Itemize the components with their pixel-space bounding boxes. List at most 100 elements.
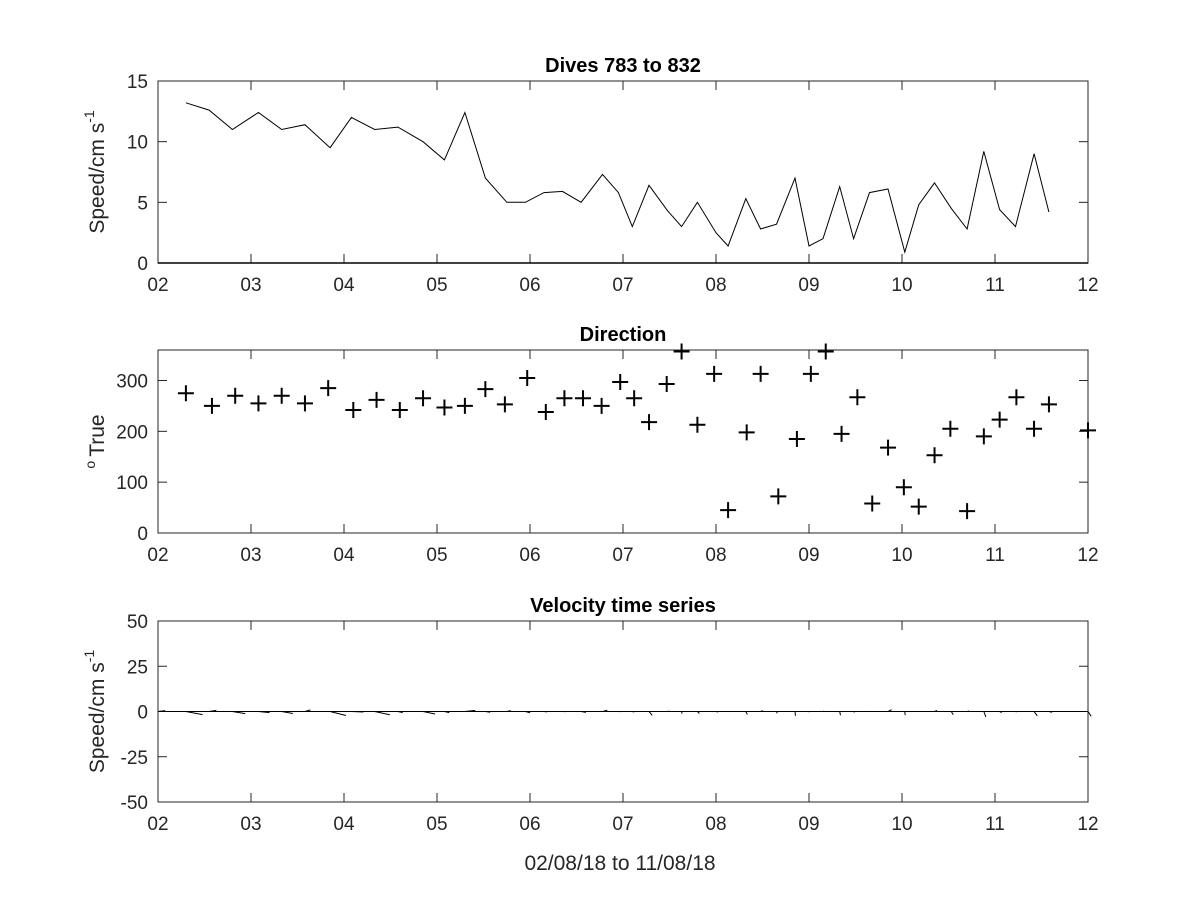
velocity-vector: [632, 711, 635, 713]
direction-plus-marker: [537, 404, 554, 421]
speed-xtick-label: 03: [240, 275, 261, 296]
direction-plus-marker: [612, 374, 629, 391]
velocity-vector: [839, 711, 841, 716]
direction-plus-marker: [658, 376, 675, 393]
velocity-ytick-label: -50: [121, 793, 148, 814]
velocity-vector: [374, 711, 390, 716]
direction-plus-marker: [456, 397, 473, 414]
velocity-xtick-label: 10: [891, 814, 912, 835]
direction-plus-marker: [593, 397, 610, 414]
velocity-vector: [157, 710, 166, 712]
velocity-vector: [506, 710, 511, 712]
velocity-ylabel-sup: -1: [81, 650, 97, 663]
velocity-vector: [648, 711, 653, 716]
velocity-xtick-label: 09: [798, 814, 819, 835]
velocity-xtick-label: 05: [426, 814, 447, 835]
direction-xtick-label: 04: [333, 545, 355, 566]
direction-plus-marker: [203, 397, 220, 414]
direction-axes-box: [157, 349, 1089, 534]
speed-axes-box: [157, 80, 1089, 264]
direction-plus-marker: [1026, 420, 1043, 437]
direction-xtick-label: 05: [426, 545, 447, 566]
direction-plus-marker: [575, 390, 592, 407]
direction-plus-marker: [689, 416, 706, 433]
velocity-vector: [1048, 711, 1053, 713]
speed-xtick-label: 11: [985, 275, 1005, 296]
direction-plus-marker: [864, 495, 881, 512]
velocity-vector: [525, 711, 531, 714]
velocity-vector: [697, 711, 700, 714]
velocity-vector: [232, 711, 246, 715]
direction-plus-marker: [926, 447, 943, 464]
direction-plus-marker: [720, 502, 737, 519]
direction-plus-marker: [436, 399, 453, 416]
direction-ylabel-main: True: [86, 414, 109, 456]
velocity-vector: [444, 711, 450, 714]
velocity-vector: [950, 711, 954, 716]
velocity-xtick-label: 07: [612, 814, 633, 835]
velocity-vector: [887, 709, 892, 712]
velocity-vector: [999, 711, 1002, 714]
velocity-panel: 02 03 04 05 06 07 08 09 10 11 12 -50 -25 0 25 50 Velocit…: [81, 595, 1099, 835]
velocity-vector: [397, 711, 403, 714]
velocity-vector: [422, 711, 436, 715]
direction-ytick-label: 100: [116, 473, 148, 494]
velocity-vector: [485, 711, 491, 713]
speed-xtick-label: 07: [612, 275, 633, 296]
velocity-ylabel: Speed/cm s-1: [81, 650, 109, 774]
direction-plus-marker: [1080, 422, 1096, 439]
velocity-ylabel-main: Speed/cm s: [86, 662, 109, 773]
direction-plus-marker: [959, 503, 976, 520]
velocity-vector: [329, 711, 347, 716]
velocity-ytick-label: 25: [127, 657, 148, 678]
velocity-vector: [966, 710, 970, 712]
velocity-vector: [983, 711, 987, 718]
velocity-vector: [304, 709, 311, 712]
direction-plus-marker: [496, 396, 513, 413]
direction-ytick-label: 0: [137, 524, 148, 545]
velocity-vector: [1087, 711, 1092, 717]
direction-plus-marker: [910, 498, 927, 515]
velocity-xtick-label: 04: [333, 814, 355, 835]
speed-ylabel-main: Speed/cm s: [86, 123, 109, 234]
speed-xtick-label: 04: [333, 275, 355, 296]
velocity-xtick-label: 06: [519, 814, 540, 835]
velocity-xtick-label: 02: [147, 814, 168, 835]
speed-title: Dives 783 to 832: [545, 55, 701, 77]
direction-plus-marker: [320, 380, 337, 397]
direction-plus-marker: [273, 387, 290, 404]
direction-xtick-label: 02: [147, 545, 168, 566]
velocity-vector: [464, 709, 476, 712]
direction-plus-marker: [1040, 396, 1057, 413]
direction-plus-marker: [738, 424, 755, 441]
velocity-vector: [745, 711, 748, 715]
speed-ytick-label: 15: [127, 72, 148, 93]
direction-plus-marker: [415, 390, 432, 407]
speed-xtick-label: 08: [705, 275, 726, 296]
direction-plus-marker: [296, 395, 313, 412]
velocity-vector: [185, 711, 203, 716]
direction-xtick-label: 06: [519, 545, 540, 566]
speed-ytick-label: 0: [137, 254, 148, 275]
direction-plus-marker: [556, 390, 573, 407]
speed-xtick-label: 09: [798, 275, 819, 296]
velocity-title: Velocity time series: [530, 595, 716, 617]
direction-ylabel: o True: [82, 414, 109, 468]
direction-plus-marker: [752, 365, 769, 382]
velocity-xtick-label: 11: [985, 814, 1005, 835]
direction-plus-marker: [345, 401, 362, 418]
speed-xtick-label: 12: [1077, 275, 1098, 296]
velocity-vector: [258, 711, 270, 714]
direction-panel: 02 03 04 05 06 07 08 09 10 11 12 0 100 200 300 Directio…: [82, 324, 1099, 566]
direction-plus-marker: [1008, 389, 1025, 406]
velocity-vector: [281, 711, 293, 714]
speed-series-line: [185, 102, 1050, 254]
direction-plus-marker: [227, 387, 244, 404]
direction-xtick-label: 07: [612, 545, 633, 566]
speed-xtick-label: 10: [891, 275, 912, 296]
direction-plus-marker: [519, 369, 536, 386]
direction-plus-marker: [788, 430, 805, 447]
direction-plus-marker: [802, 365, 819, 382]
velocity-ytick-label: 50: [127, 612, 148, 633]
